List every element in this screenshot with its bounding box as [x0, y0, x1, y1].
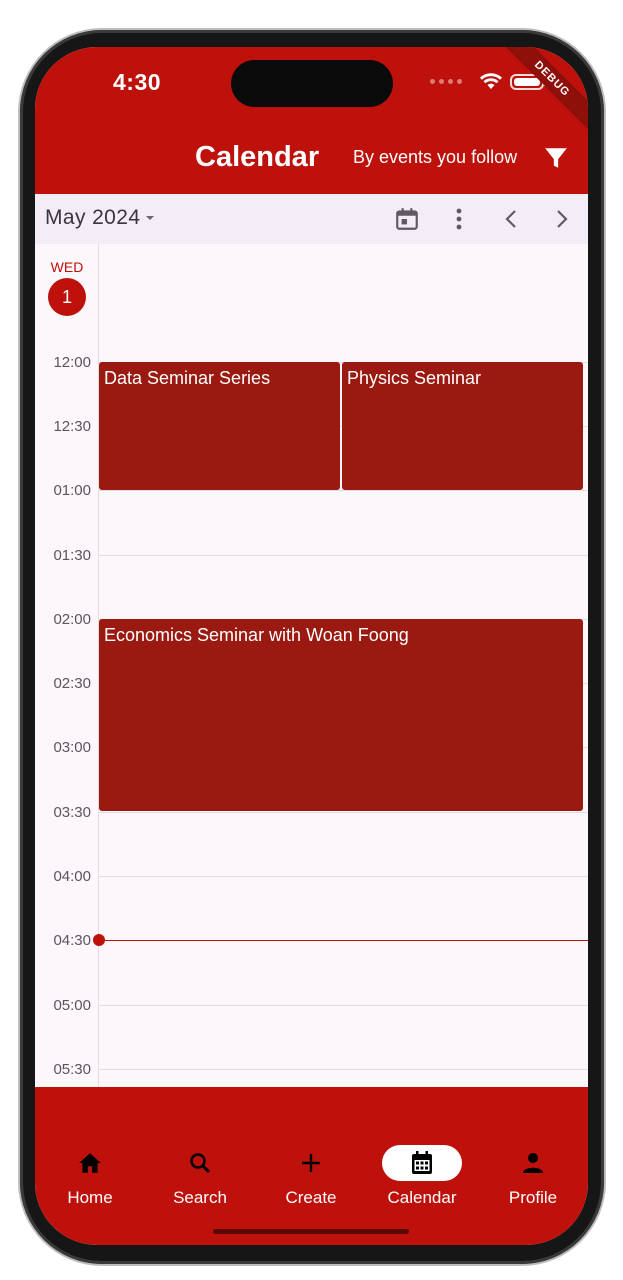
more-vert-icon[interactable] — [445, 205, 473, 233]
app-header: 4:30 DEBUG Calendar By events you follow — [35, 47, 588, 194]
filter-icon[interactable] — [543, 145, 569, 171]
nav-create-pill — [271, 1145, 351, 1181]
time-label: 03:30 — [53, 804, 91, 821]
calendar-toolbar: May 2024 — [35, 194, 588, 244]
event-card[interactable]: Economics Seminar with Woan Foong — [99, 619, 583, 811]
chevron-left-icon[interactable] — [497, 205, 525, 233]
time-label: 01:00 — [53, 482, 91, 499]
month-selector[interactable]: May 2024 — [45, 206, 156, 230]
dynamic-island — [231, 60, 393, 107]
follow-filter-label[interactable]: By events you follow — [353, 147, 518, 167]
hour-gridline — [98, 876, 588, 877]
hour-gridline — [98, 812, 588, 813]
nav-search[interactable]: Search — [145, 1145, 255, 1208]
debug-banner: DEBUG — [495, 47, 588, 136]
status-time: 4:30 — [113, 69, 162, 95]
status-icons — [430, 73, 547, 90]
time-label: 01:30 — [53, 547, 91, 564]
nav-label: Calendar — [387, 1188, 457, 1207]
event-card[interactable]: Data Seminar Series — [99, 362, 340, 490]
nav-create[interactable]: Create — [256, 1145, 366, 1208]
person-icon — [523, 1153, 543, 1173]
calendar-icon — [412, 1151, 432, 1174]
nav-label: Search — [173, 1188, 227, 1207]
date-badge[interactable]: 1 — [48, 278, 86, 316]
dropdown-arrow-icon — [146, 216, 155, 220]
event-title: Data Seminar Series — [104, 368, 271, 388]
time-label: 03:00 — [53, 739, 91, 756]
nav-label: Home — [67, 1188, 113, 1207]
home-icon — [79, 1153, 101, 1173]
signal-dots-icon — [430, 79, 462, 84]
event-card[interactable]: Physics Seminar — [342, 362, 583, 490]
time-label: 12:30 — [53, 418, 91, 435]
calendar-today-icon[interactable] — [393, 205, 421, 233]
app-screen: 4:30 DEBUG Calendar By events you follow… — [35, 47, 588, 1245]
search-icon — [190, 1153, 211, 1174]
time-label: 05:00 — [53, 997, 91, 1014]
day-timeline[interactable]: 12:00 12:30 01:00 01:30 02:00 02:30 03:0… — [35, 244, 588, 1087]
nav-home[interactable]: Home — [35, 1145, 145, 1208]
timeline-divider — [98, 244, 99, 1087]
event-title: Physics Seminar — [347, 368, 482, 388]
nav-search-pill — [160, 1145, 240, 1181]
current-time-dot — [93, 934, 105, 946]
hour-gridline — [98, 490, 588, 491]
time-label: 04:30 — [53, 932, 91, 949]
home-indicator[interactable] — [213, 1229, 409, 1234]
hour-gridline — [98, 1005, 588, 1006]
event-title: Economics Seminar with Woan Foong — [104, 625, 409, 645]
page-title: Calendar — [195, 141, 320, 173]
plus-icon — [302, 1154, 320, 1172]
chevron-right-icon[interactable] — [548, 205, 576, 233]
nav-label: Profile — [508, 1188, 558, 1207]
current-time-line — [99, 940, 588, 941]
nav-home-pill — [50, 1145, 130, 1181]
weekday-label: WED — [50, 259, 84, 275]
time-label: 05:30 — [53, 1061, 91, 1078]
bottom-navigation: Home Search Create — [35, 1087, 588, 1245]
nav-label: Create — [285, 1188, 337, 1207]
nav-profile[interactable]: Profile — [478, 1145, 588, 1208]
time-label: 02:30 — [53, 675, 91, 692]
month-label: May 2024 — [45, 206, 141, 229]
time-label: 04:00 — [53, 868, 91, 885]
day-header: WED 1 — [35, 244, 588, 323]
hour-gridline — [98, 555, 588, 556]
nav-calendar[interactable]: Calendar — [367, 1145, 477, 1208]
nav-calendar-pill — [382, 1145, 462, 1181]
hour-gridline — [98, 1069, 588, 1070]
nav-profile-pill — [493, 1145, 573, 1181]
wifi-icon — [480, 73, 502, 89]
time-label: 02:00 — [53, 611, 91, 628]
time-label: 12:00 — [53, 354, 91, 371]
